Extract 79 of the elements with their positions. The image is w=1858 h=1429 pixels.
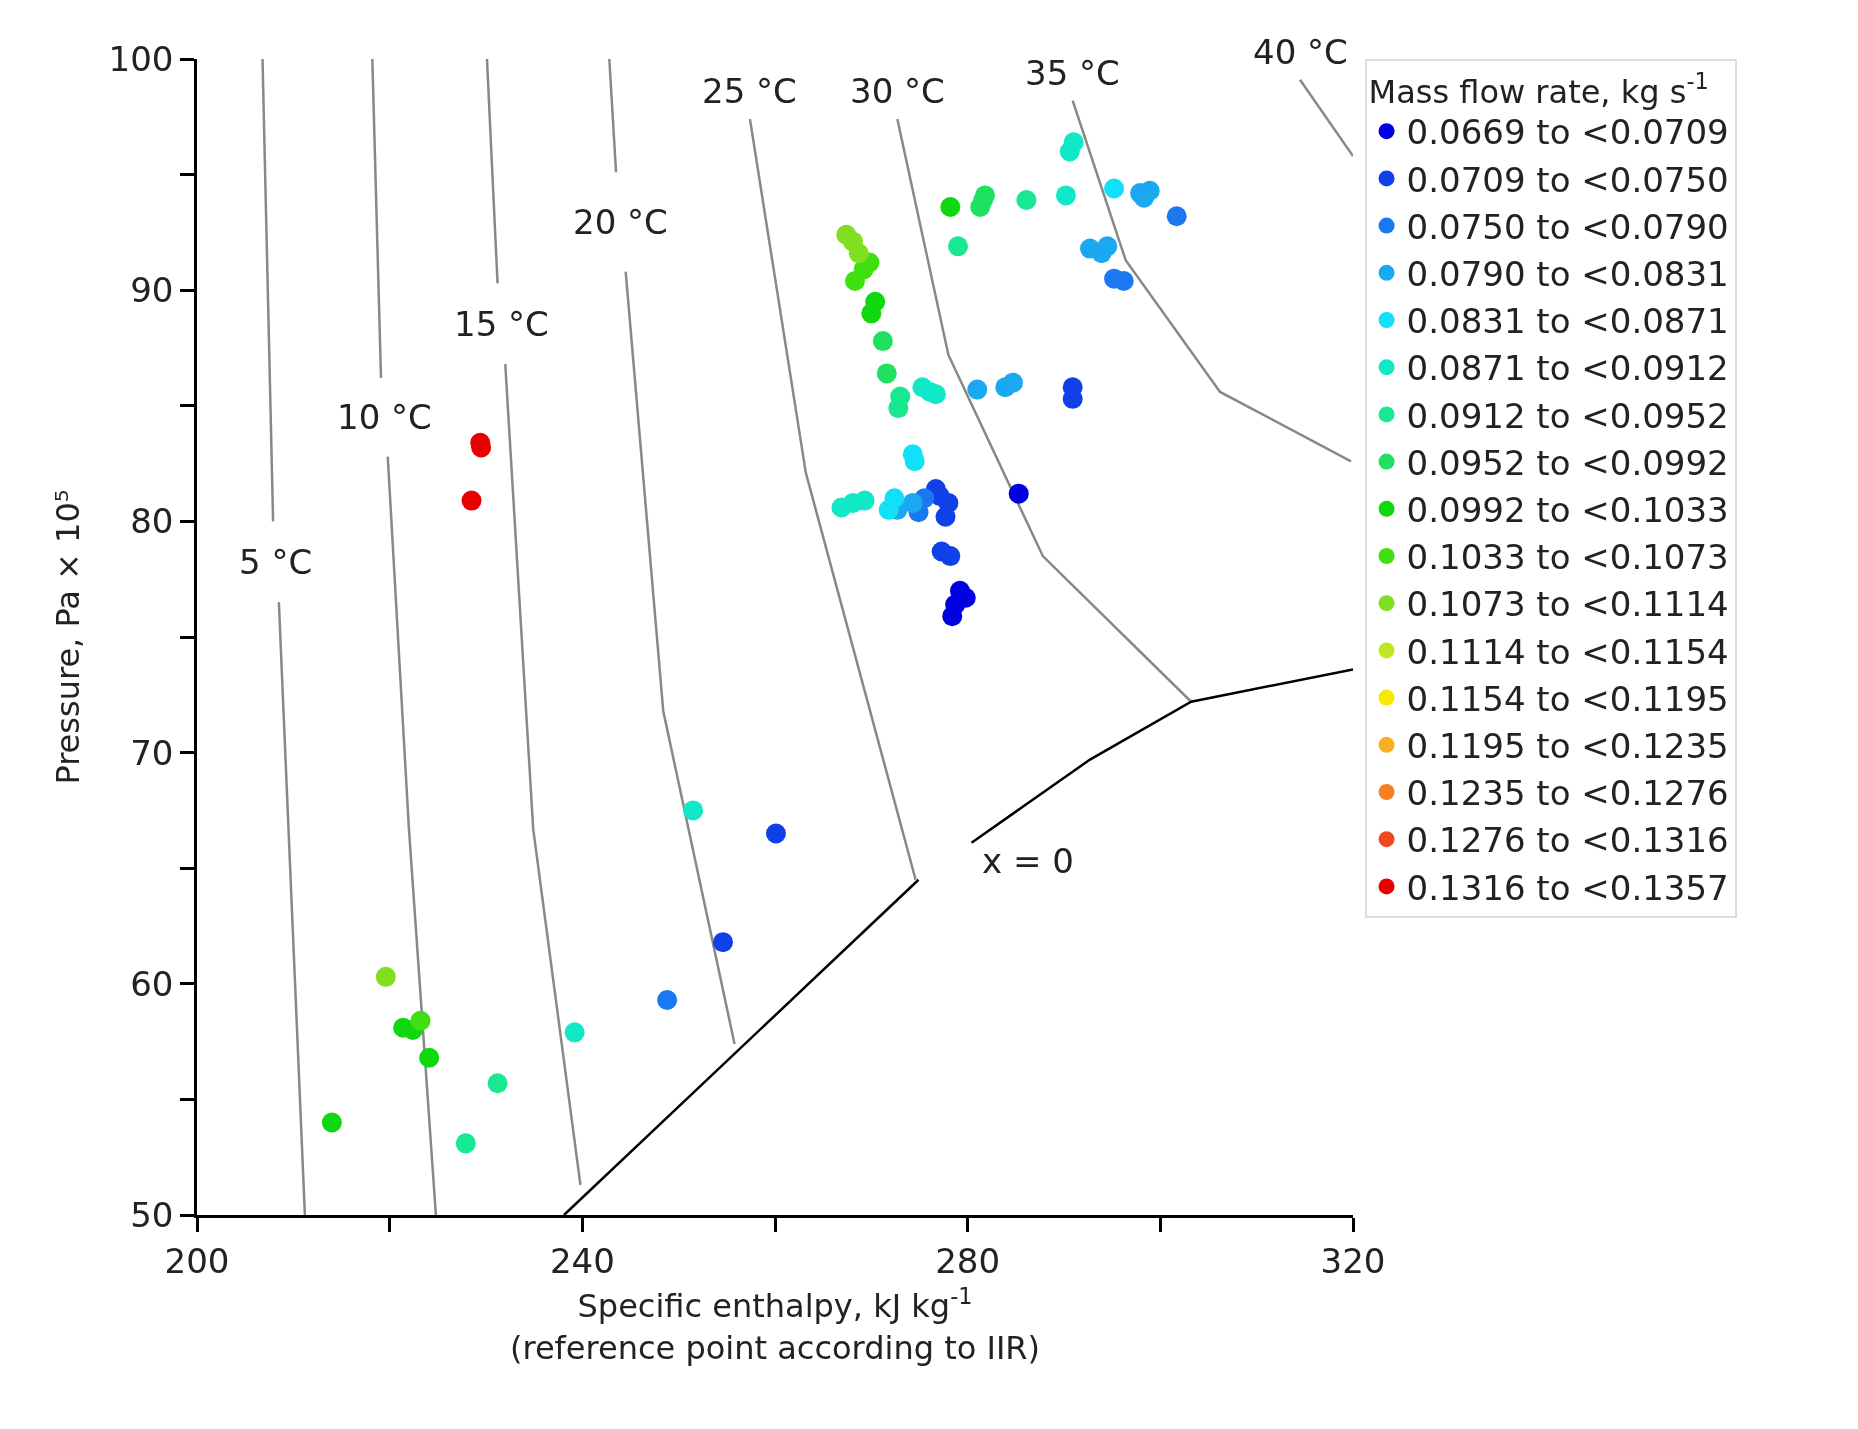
line-series bbox=[1071, 99, 1353, 463]
legend-label: 0.0992 to <0.1033 bbox=[1406, 490, 1729, 531]
point bbox=[487, 1073, 508, 1094]
point bbox=[1097, 236, 1118, 257]
point bbox=[872, 331, 893, 352]
x-tick-label: 240 bbox=[549, 1240, 615, 1281]
series-label: 10 °C bbox=[337, 397, 432, 437]
y-tick-label: 80 bbox=[130, 501, 174, 542]
y-tick-label: 70 bbox=[130, 732, 174, 773]
legend-label: 0.1195 to <0.1235 bbox=[1406, 726, 1729, 767]
point bbox=[765, 823, 786, 844]
point bbox=[1063, 132, 1084, 153]
series-label: 30 °C bbox=[850, 71, 945, 111]
point bbox=[455, 1133, 476, 1154]
point bbox=[1166, 206, 1187, 227]
point bbox=[890, 386, 911, 407]
point bbox=[461, 490, 482, 511]
point bbox=[1016, 190, 1037, 211]
series-label: 15 °C bbox=[454, 304, 549, 344]
point bbox=[975, 185, 996, 206]
legend-label: 0.1114 to <0.1154 bbox=[1406, 631, 1729, 672]
legend-label: 0.0669 to <0.0709 bbox=[1406, 112, 1729, 153]
point bbox=[935, 506, 956, 527]
point bbox=[904, 451, 925, 472]
line-series bbox=[896, 117, 1193, 703]
x-axis-title: Specific enthalpy, kJ kg$^{-1}$ (reference point according to IIR) bbox=[509, 1283, 1041, 1368]
annotation: x = 0 bbox=[982, 841, 1074, 881]
point bbox=[683, 800, 704, 821]
point bbox=[1055, 185, 1076, 206]
point bbox=[831, 497, 852, 518]
point bbox=[902, 492, 923, 513]
series-label: 25 °C bbox=[702, 71, 797, 111]
point bbox=[1104, 178, 1125, 199]
legend-label: 0.0831 to <0.0871 bbox=[1406, 301, 1729, 342]
point bbox=[967, 379, 988, 400]
x-tick-label: 280 bbox=[935, 1240, 1001, 1281]
point bbox=[1113, 270, 1134, 291]
series-label: 40 °C bbox=[1253, 32, 1348, 72]
point bbox=[854, 490, 875, 511]
point bbox=[940, 196, 961, 217]
y-tick-label: 100 bbox=[108, 38, 174, 79]
point bbox=[410, 1010, 431, 1031]
legend-label: 0.1154 to <0.1195 bbox=[1406, 678, 1729, 719]
legend-label: 0.1276 to <0.1316 bbox=[1406, 820, 1729, 861]
legend-label: 0.1316 to <0.1357 bbox=[1406, 867, 1729, 908]
y-tick-label: 50 bbox=[130, 1194, 174, 1235]
point bbox=[848, 243, 869, 264]
point bbox=[884, 488, 905, 509]
point bbox=[948, 236, 969, 257]
legend-label: 0.0952 to <0.0992 bbox=[1406, 442, 1729, 483]
series-label: 5 °C bbox=[239, 542, 313, 582]
point bbox=[564, 1022, 585, 1043]
point bbox=[321, 1112, 342, 1133]
point bbox=[1002, 372, 1023, 393]
point bbox=[876, 363, 897, 384]
y-axis-title: Pressure, Pa × 10⁵ bbox=[48, 489, 87, 785]
series-label: 35 °C bbox=[1025, 53, 1120, 93]
point bbox=[712, 932, 733, 953]
legend-label: 0.0871 to <0.0912 bbox=[1406, 348, 1729, 389]
point bbox=[865, 291, 886, 312]
x-tick-label: 200 bbox=[164, 1240, 230, 1281]
legend-title: Mass flow rate, kg s$^{-1}$ bbox=[1368, 68, 1709, 111]
legend-label: 0.0912 to <0.0952 bbox=[1406, 395, 1729, 436]
point bbox=[925, 384, 946, 405]
point bbox=[940, 546, 961, 567]
legend-label: 0.1235 to <0.1276 bbox=[1406, 773, 1729, 814]
y-tick-label: 60 bbox=[130, 963, 174, 1004]
series-label: 20 °C bbox=[573, 202, 668, 242]
y-tick-label: 90 bbox=[130, 270, 174, 311]
legend-label: 0.1033 to <0.1073 bbox=[1406, 537, 1729, 578]
legend-label: 0.1073 to <0.1114 bbox=[1406, 584, 1729, 625]
point bbox=[375, 966, 396, 987]
point bbox=[657, 989, 678, 1010]
point bbox=[419, 1047, 440, 1068]
point bbox=[1008, 483, 1029, 504]
legend-label: 0.0790 to <0.0831 bbox=[1406, 254, 1729, 295]
legend-label: 0.0709 to <0.0750 bbox=[1406, 159, 1729, 200]
x-tick-label: 320 bbox=[1320, 1240, 1386, 1281]
legend-label: 0.0750 to <0.0790 bbox=[1406, 206, 1729, 247]
